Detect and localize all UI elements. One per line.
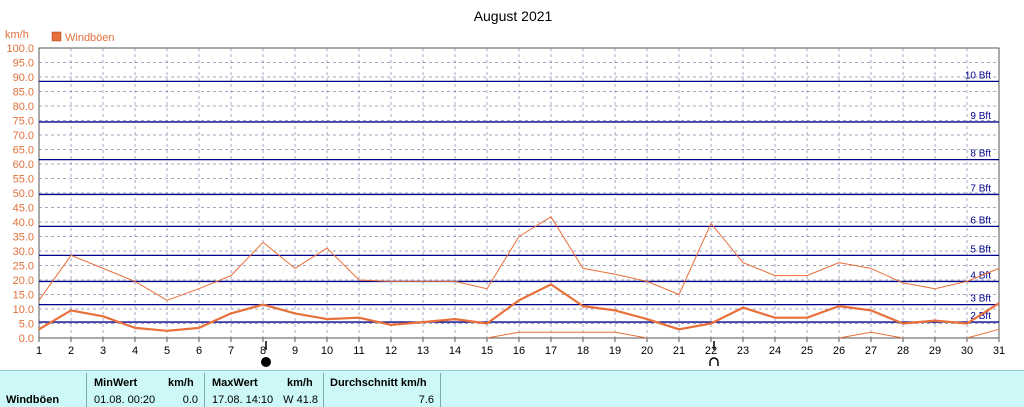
bft-label: 8 Bft: [970, 149, 991, 160]
x-tick-label: 16: [513, 345, 525, 357]
y-tick-label: 65.0: [13, 145, 34, 157]
y-tick-label: 25.0: [13, 261, 34, 273]
x-tick-label: 21: [673, 345, 685, 357]
min-header: MinWert: [94, 377, 138, 389]
x-tick-label: 18: [577, 345, 589, 357]
avg-value: 7.6: [418, 394, 434, 406]
axes: 0.0 5.0 10.0 15.0 20.0 25.0 30.0 35.0 40.0 45.0 50…: [6, 43, 1005, 367]
x-tick-label: 24: [769, 345, 781, 357]
y-axis-unit: km/h: [5, 29, 29, 41]
stats-divider: [440, 373, 441, 407]
x-tick-label: 29: [929, 345, 941, 357]
bft-label: 10 Bft: [965, 70, 991, 81]
y-tick-label: 0.0: [19, 333, 34, 345]
x-tick-label: 1: [36, 345, 42, 357]
x-tick-label: 23: [737, 345, 749, 357]
x-tick-label: 11: [353, 345, 364, 357]
bft-label: 5 Bft: [970, 244, 991, 255]
max-unit-header: km/h: [287, 377, 313, 389]
series-line-max: [38, 216, 1000, 301]
series-line-mean: [38, 283, 1000, 332]
new-moon-icon: [261, 357, 271, 367]
min-unit-header: km/h: [168, 377, 194, 389]
y-tick-label: 60.0: [13, 159, 34, 171]
x-tick-label: 4: [132, 345, 138, 357]
x-tick-label: 17: [545, 345, 557, 357]
full-moon-icon: [709, 357, 719, 366]
y-tick-label: 100.0: [6, 43, 34, 55]
x-tick-label: 5: [164, 345, 170, 357]
x-tick-label: 13: [417, 345, 429, 357]
x-tick-label: 26: [833, 345, 845, 357]
min-time: 01.08. 00:20: [94, 394, 156, 406]
bft-label: 9 Bft: [970, 111, 991, 122]
max-time: 17.08. 14:10: [212, 394, 274, 406]
legend-swatch: [51, 31, 62, 42]
y-tick-label: 10.0: [13, 304, 34, 316]
stats-divider: [323, 373, 324, 407]
y-tick-label: 95.0: [13, 58, 34, 70]
x-tick-label: 20: [641, 345, 653, 357]
x-tick-label: 12: [385, 345, 397, 357]
stats-divider: [86, 373, 87, 407]
y-tick-label: 90.0: [13, 72, 34, 84]
bft-label: 7 Bft: [970, 183, 991, 194]
x-tick-label: 30: [961, 345, 973, 357]
bft-label: 6 Bft: [970, 215, 991, 226]
y-tick-label: 35.0: [13, 232, 34, 244]
y-tick-label: 70.0: [13, 130, 34, 142]
bft-label: 3 Bft: [970, 294, 991, 305]
x-tick-label: 10: [321, 345, 333, 357]
x-tick-label: 15: [481, 345, 493, 357]
y-tick-label: 45.0: [13, 203, 34, 215]
stats-row-label: Windböen: [6, 394, 60, 406]
y-tick-label: 55.0: [13, 174, 34, 186]
min-value: 0.0: [182, 394, 198, 406]
legend-label: Windböen: [65, 32, 115, 44]
series-line-min: [486, 331, 648, 339]
y-tick-label: 40.0: [13, 217, 34, 229]
x-tick-label: 8: [260, 345, 266, 357]
x-tick-label: 3: [100, 345, 106, 357]
max-header: MaxWert: [212, 377, 258, 389]
bft-label: 2 Bft: [970, 311, 991, 322]
y-tick-label: 30.0: [13, 246, 34, 258]
x-tick-label: 27: [865, 345, 877, 357]
stats-table: Windböen MinWert km/h 01.08. 00:20 0.0 M…: [0, 370, 1024, 407]
chart-title: August 2021: [474, 8, 553, 24]
x-tick-label: 25: [801, 345, 813, 357]
x-tick-label: 9: [292, 345, 298, 357]
y-tick-label: 85.0: [13, 87, 34, 99]
x-tick-label: 2: [68, 345, 74, 357]
avg-header: Durchschnitt km/h: [330, 377, 427, 389]
y-tick-label: 80.0: [13, 101, 34, 113]
series: [38, 216, 1000, 339]
x-tick-label: 22: [705, 345, 717, 357]
y-tick-label: 5.0: [19, 319, 34, 331]
stats-divider: [204, 373, 205, 407]
y-tick-label: 15.0: [13, 290, 34, 302]
x-tick-label: 19: [609, 345, 621, 357]
x-tick-label: 7: [228, 345, 234, 357]
y-tick-label: 75.0: [13, 116, 34, 128]
series-line-min: [838, 331, 904, 339]
x-tick-label: 6: [196, 345, 202, 357]
x-tick-label: 31: [993, 345, 1005, 357]
y-tick-label: 50.0: [13, 188, 34, 200]
series-line-min: [966, 328, 1000, 339]
x-tick-label: 28: [897, 345, 909, 357]
y-tick-label: 20.0: [13, 275, 34, 287]
grid: [38, 47, 1000, 339]
x-tick-label: 14: [449, 345, 461, 357]
max-value: W 41.8: [283, 394, 318, 406]
